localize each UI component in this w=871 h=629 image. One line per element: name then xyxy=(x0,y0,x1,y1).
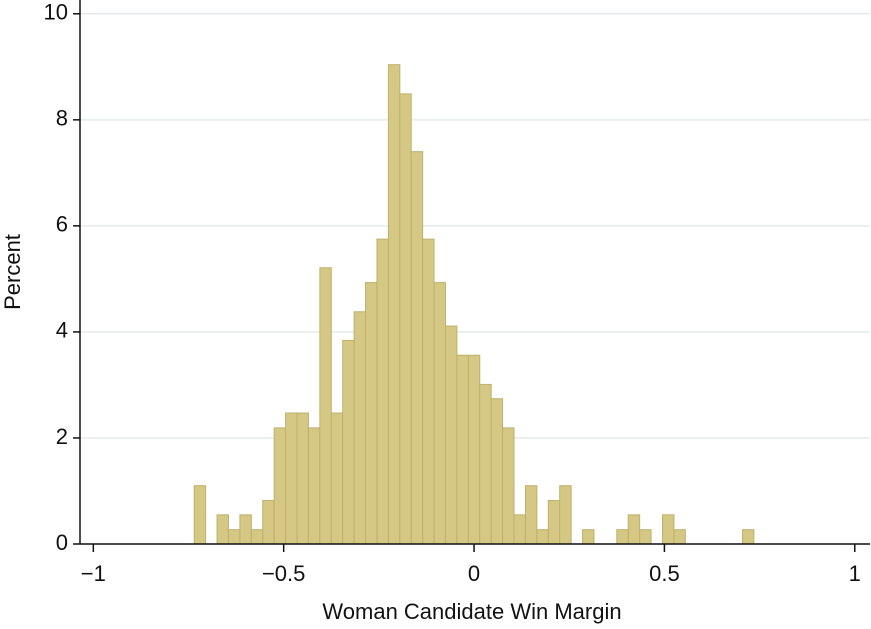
y-tick-label: 2 xyxy=(56,424,68,449)
y-tick-label: 8 xyxy=(56,106,68,131)
bar xyxy=(250,529,264,545)
bar xyxy=(536,529,549,545)
x-tick-label: −0.5 xyxy=(262,561,305,586)
bar xyxy=(547,500,561,545)
bar xyxy=(330,412,344,545)
bar xyxy=(399,93,412,545)
x-tick-label: 0.5 xyxy=(649,561,680,586)
bar xyxy=(239,514,252,545)
bar xyxy=(582,529,595,545)
bar xyxy=(422,238,435,545)
bar xyxy=(353,311,367,545)
y-tick-label: 4 xyxy=(56,318,68,343)
y-tick-label: 6 xyxy=(56,212,68,237)
bar xyxy=(627,514,641,545)
bar xyxy=(227,529,241,545)
bar xyxy=(193,485,207,545)
y-tick-label: 0 xyxy=(56,530,68,555)
bar xyxy=(376,238,389,545)
x-axis-label: Woman Candidate Win Margin xyxy=(322,599,621,624)
bar xyxy=(307,427,321,545)
bar xyxy=(342,339,355,545)
y-tick-label: 10 xyxy=(44,0,68,25)
bar xyxy=(616,529,629,545)
bar xyxy=(524,485,538,545)
bar xyxy=(410,151,424,545)
bar xyxy=(741,529,755,545)
x-tick-label: 1 xyxy=(849,561,861,586)
bar xyxy=(285,412,298,545)
x-tick-label: 0 xyxy=(468,561,480,586)
bar xyxy=(296,412,309,545)
bar xyxy=(262,500,275,545)
bar xyxy=(673,529,686,545)
bar xyxy=(365,282,378,545)
bar xyxy=(387,64,401,545)
bar xyxy=(444,325,458,545)
bar xyxy=(479,383,492,545)
bar xyxy=(559,485,572,545)
x-tick-label: −1 xyxy=(81,561,106,586)
bar xyxy=(502,427,515,545)
bar xyxy=(433,282,446,545)
y-axis-label: Percent xyxy=(0,234,25,310)
bar xyxy=(467,354,481,545)
bar xyxy=(319,267,332,545)
bar xyxy=(513,514,526,545)
bar xyxy=(456,354,469,545)
bar xyxy=(639,529,652,545)
bar xyxy=(273,427,287,545)
bar xyxy=(662,514,675,545)
bar xyxy=(216,514,229,545)
bar xyxy=(490,398,504,545)
